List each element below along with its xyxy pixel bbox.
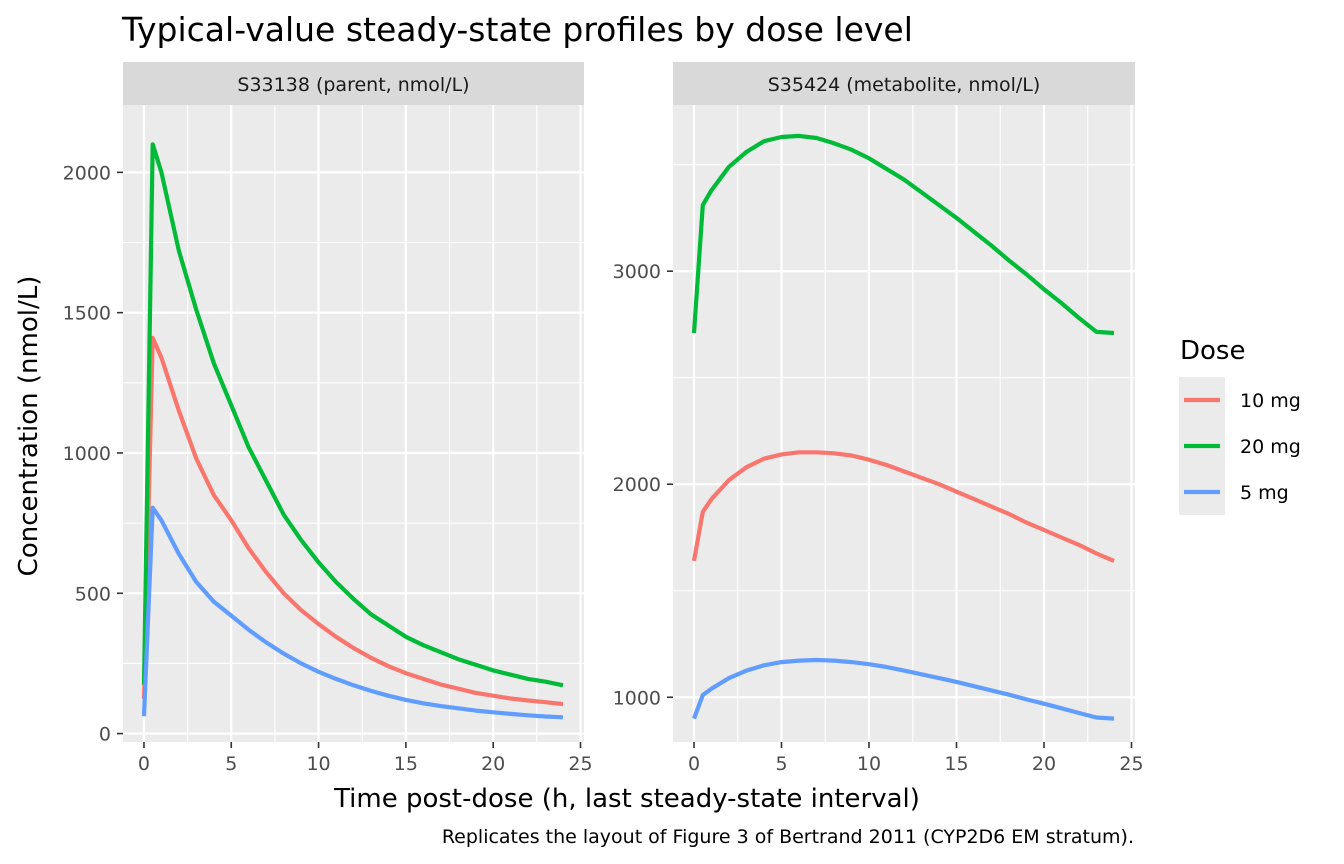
y-tick-label: 1000 bbox=[63, 443, 111, 465]
x-tick-label: 25 bbox=[568, 753, 592, 775]
x-tick-label: 5 bbox=[225, 753, 237, 775]
caption: Replicates the layout of Figure 3 of Ber… bbox=[442, 826, 1134, 848]
panel-parent: S33138 (parent, nmol/L) 0 5 10 15 20 25 0 500 100… bbox=[63, 62, 593, 775]
panel-background bbox=[123, 105, 584, 742]
series-line-20-mg bbox=[691, 133, 1115, 336]
x-axis-title: Time post-dose (h, last steady-state int… bbox=[333, 784, 920, 814]
x-tick-label: 15 bbox=[394, 753, 418, 775]
y-tick-label: 1000 bbox=[613, 687, 661, 709]
legend-label: 5 mg bbox=[1240, 482, 1289, 504]
chart-title: Typical-value steady-state profiles by d… bbox=[121, 10, 913, 49]
x-tick-label: 20 bbox=[481, 753, 505, 775]
legend: Dose 10 mg 20 mg 5 mg bbox=[1179, 336, 1301, 515]
series-line-20-mg bbox=[141, 142, 564, 688]
y-tick-label: 3000 bbox=[613, 261, 661, 283]
series-line-5-mg bbox=[141, 505, 564, 720]
x-tick-label: 10 bbox=[857, 753, 881, 775]
panel-background bbox=[673, 105, 1135, 742]
x-tick-label: 15 bbox=[944, 753, 968, 775]
y-tick-label: 2000 bbox=[63, 162, 111, 184]
legend-label: 20 mg bbox=[1240, 436, 1301, 458]
facet-strip-label: S35424 (metabolite, nmol/L) bbox=[768, 74, 1041, 96]
y-tick-label: 2000 bbox=[613, 474, 661, 496]
x-tick-label: 0 bbox=[138, 753, 150, 775]
legend-title: Dose bbox=[1180, 336, 1245, 366]
x-tick-label: 10 bbox=[306, 753, 330, 775]
series-line-5-mg bbox=[692, 657, 1115, 721]
series-line-10-mg bbox=[691, 450, 1115, 563]
facet-strip bbox=[123, 62, 584, 105]
x-tick-label: 5 bbox=[775, 753, 787, 775]
panel-metabolite: S35424 (metabolite, nmol/L) 0 5 10 15 20 25 100… bbox=[613, 62, 1144, 775]
y-tick-label: 1500 bbox=[63, 303, 111, 325]
facet-strip-label: S33138 (parent, nmol/L) bbox=[237, 74, 469, 96]
series-line-10-mg bbox=[141, 335, 564, 707]
x-tick-label: 25 bbox=[1119, 753, 1143, 775]
y-axis-title: Concentration (nmol/L) bbox=[14, 276, 44, 577]
x-tick-label: 20 bbox=[1032, 753, 1056, 775]
x-tick-label: 0 bbox=[688, 753, 700, 775]
y-tick-label: 500 bbox=[75, 583, 111, 605]
y-tick-label: 0 bbox=[99, 724, 111, 746]
legend-label: 10 mg bbox=[1240, 390, 1301, 412]
facet-strip bbox=[673, 62, 1135, 105]
